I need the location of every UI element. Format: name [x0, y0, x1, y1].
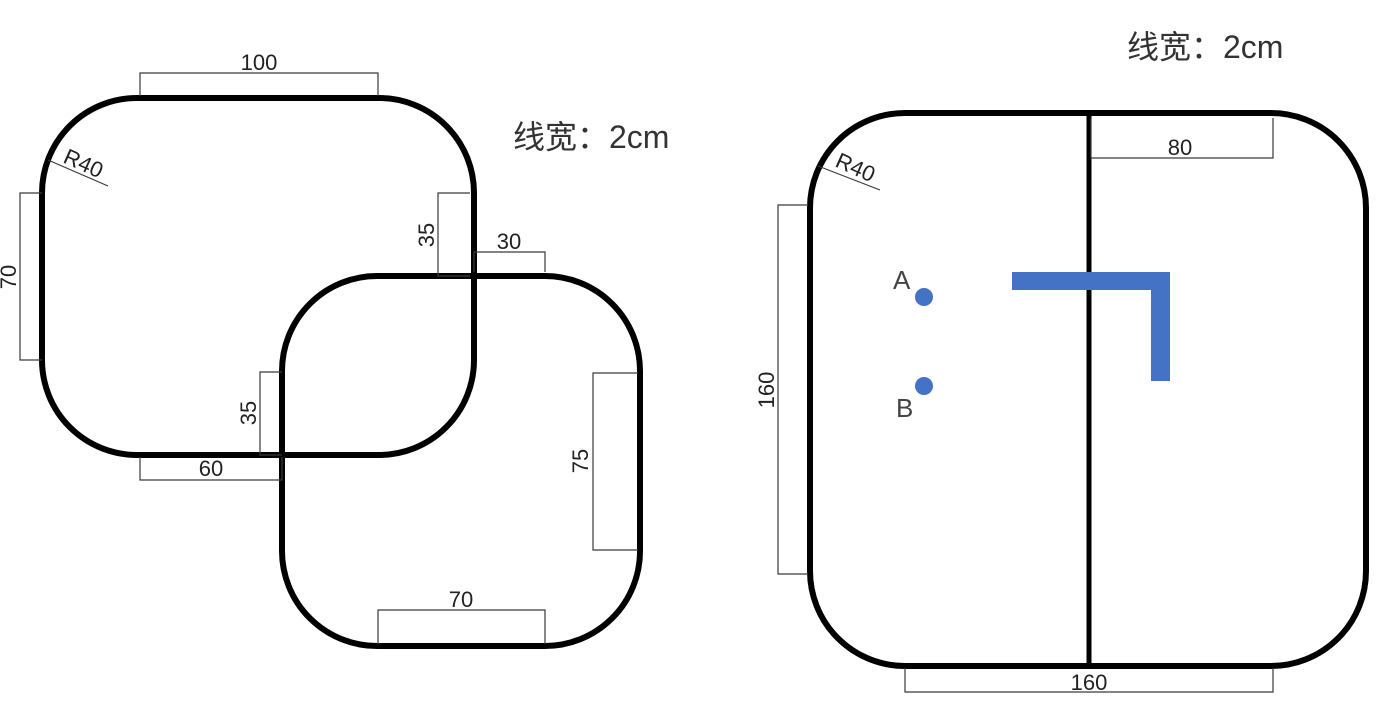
dim-bottom-width: 70: [377, 587, 546, 644]
dim-bottom-offset: 60: [139, 456, 283, 481]
dim-bottom-offset-label: 60: [199, 456, 223, 481]
dim-half-width: 80: [1090, 118, 1274, 160]
point-a-label: A: [893, 265, 911, 295]
dim-overlap-horizontal-label: 30: [497, 229, 521, 254]
left-line-width-label: 线宽：2cm: [513, 119, 669, 155]
dim-overlap-upper: 35: [414, 192, 470, 277]
dim-bottom-width-label: 70: [449, 587, 473, 612]
dim-left-height-label: 70: [0, 265, 21, 289]
right-line-width-label: 线宽：2cm: [1127, 29, 1283, 65]
dim-right-height-label: 75: [568, 449, 593, 473]
dim-height: 160: [754, 204, 808, 575]
radius-callout: R40: [47, 144, 109, 187]
left-diagram: 100 R40 70 35 30 35 60: [0, 50, 669, 649]
dim-right-height: 75: [568, 372, 638, 551]
dim-top-width-label: 100: [241, 50, 278, 75]
point-b-marker: [915, 377, 933, 395]
radius-label: R40: [60, 144, 107, 183]
dim-overlap-lower-label: 35: [236, 401, 261, 425]
dim-overlap-horizontal: 30: [473, 229, 546, 272]
dim-top-width: 100: [139, 50, 379, 96]
point-b-label: B: [896, 393, 913, 423]
blue-l-obstacle: [1012, 272, 1170, 381]
dim-overlap-lower: 35: [236, 371, 282, 456]
dim-left-height: 70: [0, 192, 42, 361]
dim-height-label: 160: [754, 372, 779, 409]
dim-width: 160: [904, 668, 1274, 695]
dim-half-width-label: 80: [1168, 135, 1192, 160]
point-a-marker: [915, 288, 933, 306]
dim-width-label: 160: [1071, 670, 1108, 695]
dim-overlap-upper-label: 35: [414, 223, 439, 247]
right-diagram: 线宽：2cm 80 R40 160 160 A: [754, 29, 1369, 695]
